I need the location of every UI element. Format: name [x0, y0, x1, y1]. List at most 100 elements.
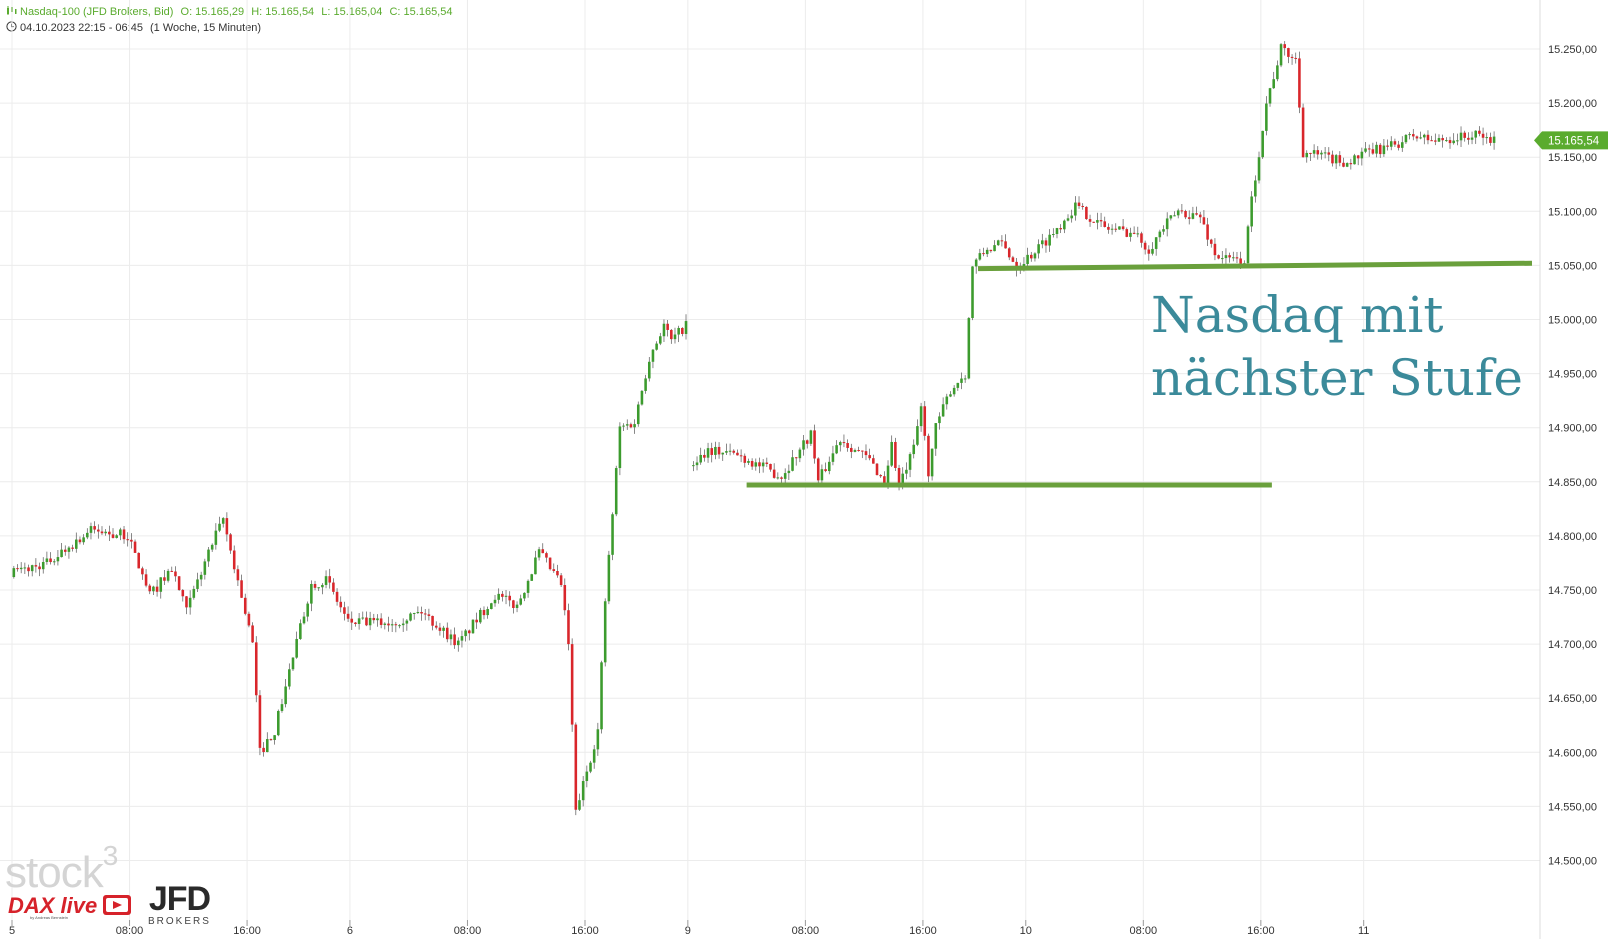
candle-body [225, 518, 229, 535]
candle-body [541, 549, 545, 554]
candle-body [1169, 215, 1173, 219]
candle-body [324, 576, 328, 585]
candle-body [1059, 228, 1062, 230]
candle-body [1037, 244, 1040, 254]
candle-body [750, 461, 754, 467]
ohlc-low: L: 15.165,04 [321, 6, 383, 18]
candle-body [776, 477, 780, 479]
candle-body [765, 462, 769, 464]
candle-body [978, 253, 982, 260]
candle-body [1165, 218, 1169, 230]
x-tick-label: 08:00 [1130, 925, 1158, 937]
candle-body [780, 477, 783, 479]
candle-body [155, 586, 159, 592]
candle-body [901, 473, 905, 487]
candle-body [1327, 152, 1331, 155]
candle-body [350, 618, 354, 623]
candle-body [27, 567, 30, 572]
candle-body [229, 534, 232, 551]
annotation-line-2: nächster Stufe [1151, 349, 1523, 407]
x-tick-label: 16:00 [571, 925, 599, 937]
candle-body [434, 625, 438, 628]
candle-body [148, 585, 152, 592]
support-levels [746, 260, 1533, 488]
candle-body [949, 394, 952, 397]
candle-body [890, 441, 893, 466]
y-tick-label: 15.050,00 [1548, 260, 1597, 272]
daxlive-logo-text: DAX live [8, 893, 98, 918]
candle-body [236, 569, 240, 581]
candle-body [1312, 150, 1316, 154]
candle-body [1364, 148, 1367, 152]
candle-body [1257, 157, 1261, 181]
candle-body [130, 539, 133, 542]
candle-body [1320, 152, 1323, 155]
candle-body [596, 729, 600, 750]
candle-body [192, 588, 196, 598]
candle-body [1301, 107, 1305, 158]
ohlc-open: O: 15.165,29 [180, 6, 245, 18]
candle-body [802, 440, 805, 450]
candle-body [1180, 210, 1184, 212]
candle-body [783, 473, 787, 479]
candle-body [1463, 132, 1466, 138]
candle-series [12, 41, 1496, 816]
last-price-tag-bg [1534, 131, 1608, 150]
candle-body [1470, 137, 1474, 140]
candle-body [761, 462, 765, 467]
candle-body [284, 686, 287, 705]
candle-body [453, 634, 456, 646]
candle-body [1235, 257, 1239, 259]
candle-body [412, 612, 416, 614]
candle-body [442, 627, 445, 631]
candle-body [556, 571, 559, 576]
candle-body [258, 695, 262, 748]
candle-body [1213, 243, 1217, 256]
candle-body [174, 571, 177, 577]
candle-body [1459, 132, 1463, 141]
candle-body [387, 623, 390, 626]
y-tick-label: 15.200,00 [1548, 98, 1597, 110]
candle-body [291, 657, 295, 670]
candle-body [559, 575, 563, 586]
candle-body [1158, 231, 1162, 238]
candle-body [1085, 206, 1088, 220]
candle-body [927, 435, 930, 477]
candle-body [747, 461, 750, 463]
candle-body [240, 580, 243, 598]
ohlc-close: C: 15.165,54 [389, 6, 453, 18]
candle-body [152, 586, 155, 592]
candle-body [787, 470, 791, 474]
x-tick-label: 08:00 [792, 925, 820, 937]
candle-body [603, 601, 607, 663]
candle-body [401, 623, 405, 626]
candle-body [805, 440, 809, 444]
candle-body [1063, 220, 1066, 230]
candle-body [1202, 217, 1206, 225]
candle-body [1305, 152, 1309, 158]
candle-body [1389, 141, 1393, 147]
candle-body [651, 349, 655, 362]
candle-body [486, 609, 489, 616]
candle-body [1456, 140, 1459, 142]
candle-body [1268, 88, 1272, 104]
candle-body [299, 623, 302, 639]
candle-body [886, 465, 890, 484]
candle-body [1125, 229, 1129, 237]
candle-body [589, 762, 592, 772]
candle-body [1070, 215, 1073, 219]
x-tick-label: 10 [1020, 925, 1032, 937]
candle-body [343, 607, 346, 614]
candle-body [530, 574, 534, 581]
candle-body [354, 622, 357, 624]
support-level-line [977, 260, 1533, 272]
candle-body [177, 576, 181, 591]
candle-body [1279, 44, 1283, 66]
candle-body [493, 599, 497, 604]
candle-body [692, 465, 695, 467]
annotation: Nasdaq mit nächster Stufe [1151, 286, 1523, 407]
candle-body [30, 565, 34, 572]
candle-body [1481, 133, 1485, 138]
candle-body [835, 445, 838, 454]
